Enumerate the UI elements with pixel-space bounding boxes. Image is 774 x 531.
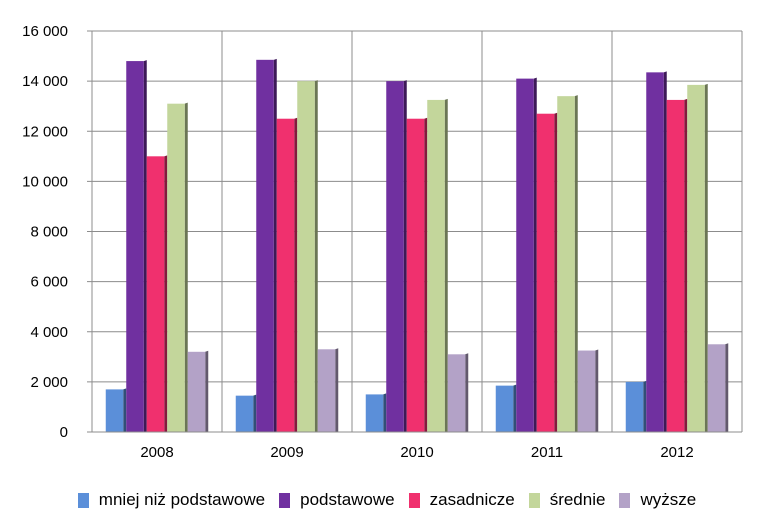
legend-item-wyzsze: wyższe bbox=[619, 490, 696, 510]
bar bbox=[557, 96, 575, 432]
bar bbox=[447, 354, 466, 432]
legend-label: zasadnicze bbox=[429, 490, 515, 509]
x-tick-label: 2012 bbox=[660, 444, 693, 461]
bar bbox=[276, 118, 295, 432]
bar bbox=[577, 350, 596, 432]
bar bbox=[707, 344, 726, 432]
y-tick-label: 14 000 bbox=[22, 73, 68, 90]
bar-side bbox=[465, 353, 469, 432]
bar-side bbox=[143, 60, 147, 432]
bar bbox=[427, 99, 445, 432]
legend-swatch bbox=[619, 492, 631, 508]
bar bbox=[146, 156, 165, 432]
y-tick-label: 12 000 bbox=[22, 123, 68, 140]
bar-side bbox=[424, 117, 428, 432]
bar bbox=[365, 394, 384, 432]
y-tick-label: 4 000 bbox=[30, 324, 68, 341]
bar-side bbox=[123, 388, 127, 432]
x-axis-tick-labels: 2008 2009 2010 2011 2012 bbox=[140, 444, 693, 461]
bar-chart: 0 2 000 4 000 6 000 8 000 10 000 12 000 14 000 1… bbox=[22, 23, 743, 461]
y-tick-label: 16 000 bbox=[22, 23, 68, 40]
legend-item-srednie: średnie bbox=[528, 490, 606, 510]
legend-label: mniej niż podstawowe bbox=[98, 490, 266, 509]
bar-side bbox=[184, 102, 188, 433]
bar bbox=[187, 351, 206, 432]
bar bbox=[126, 61, 144, 432]
bar-side bbox=[643, 380, 647, 432]
legend: mniej niż podstawowe podstawowe zasadnic… bbox=[0, 488, 774, 512]
bar-side bbox=[444, 98, 448, 432]
bar bbox=[625, 381, 644, 432]
bar-series bbox=[105, 58, 729, 433]
bar-side bbox=[554, 112, 558, 433]
bar bbox=[406, 118, 425, 432]
y-tick-label: 6 000 bbox=[30, 274, 68, 291]
bar bbox=[235, 395, 254, 432]
y-tick-label: 2 000 bbox=[30, 374, 68, 391]
y-axis-tick-labels: 0 2 000 4 000 6 000 8 000 10 000 12 000 14 000 1… bbox=[22, 23, 68, 441]
bar bbox=[646, 72, 664, 433]
x-tick-label: 2010 bbox=[400, 444, 433, 461]
bar bbox=[297, 81, 315, 432]
bar-side bbox=[164, 155, 168, 432]
axes bbox=[87, 30, 743, 433]
bar-side bbox=[403, 80, 407, 432]
legend-label: średnie bbox=[549, 490, 606, 509]
bar bbox=[495, 385, 514, 432]
bar bbox=[666, 99, 685, 432]
bar-side bbox=[294, 117, 298, 432]
bar-side bbox=[595, 349, 599, 432]
legend-swatch bbox=[528, 492, 540, 508]
legend-swatch bbox=[77, 492, 89, 508]
bar-side bbox=[253, 394, 257, 432]
bar bbox=[256, 59, 274, 433]
legend-swatch bbox=[279, 492, 291, 508]
bar-side bbox=[684, 98, 688, 432]
bar bbox=[105, 389, 124, 432]
x-tick-label: 2008 bbox=[140, 444, 173, 461]
bar-side bbox=[383, 393, 387, 432]
bar-side bbox=[335, 348, 339, 432]
bar-side bbox=[574, 95, 578, 432]
bar bbox=[687, 84, 705, 433]
bar-side bbox=[273, 58, 277, 433]
legend-item-podstawowe: podstawowe bbox=[279, 490, 395, 510]
bar-side bbox=[513, 384, 517, 432]
bar bbox=[516, 78, 534, 433]
bar bbox=[386, 81, 404, 432]
y-tick-label: 10 000 bbox=[22, 173, 68, 190]
x-tick-label: 2011 bbox=[531, 444, 563, 461]
legend-label: podstawowe bbox=[300, 490, 395, 509]
legend-swatch bbox=[408, 492, 420, 508]
legend-item-zasadnicze: zasadnicze bbox=[408, 490, 515, 510]
bar-side bbox=[314, 80, 318, 432]
y-tick-label: 8 000 bbox=[30, 224, 68, 241]
bar bbox=[536, 113, 555, 433]
x-tick-label: 2009 bbox=[270, 444, 303, 461]
legend-item-mniej-niz-podstawowe: mniej niż podstawowe bbox=[77, 490, 266, 510]
bar-side bbox=[205, 350, 209, 432]
legend-label: wyższe bbox=[640, 490, 697, 509]
bar-side bbox=[704, 83, 708, 433]
bar bbox=[317, 349, 336, 432]
y-tick-label: 0 bbox=[60, 424, 68, 441]
bar-side bbox=[725, 343, 729, 432]
bar-side bbox=[663, 71, 667, 433]
bar-side bbox=[533, 77, 537, 433]
bar bbox=[167, 103, 185, 433]
